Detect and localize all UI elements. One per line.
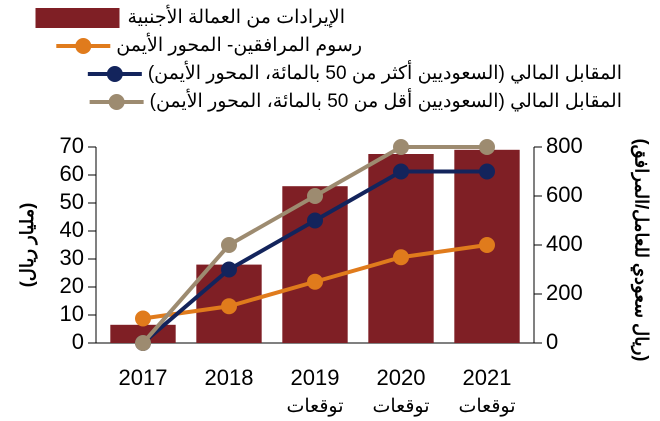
y2-tick-label: 0 <box>546 329 558 354</box>
x-tick-sublabel: توقعات <box>372 396 429 417</box>
y-tick-label: 30 <box>60 245 84 270</box>
point <box>221 237 237 253</box>
y-tick-label: 10 <box>60 301 84 326</box>
point <box>393 139 409 155</box>
y-tick-label: 40 <box>60 217 84 242</box>
legend-marker <box>106 66 123 82</box>
x-tick-label: 2017 <box>119 365 168 390</box>
legend-label: المقابل المالي (السعوديين أكثر من 50 بال… <box>148 59 622 84</box>
x-tick-sublabel: توقعات <box>458 396 515 417</box>
y2-tick-label: 400 <box>546 231 583 256</box>
point <box>393 249 409 266</box>
legend-swatch <box>35 8 120 28</box>
point <box>221 261 237 278</box>
y2-tick-label: 800 <box>546 133 583 158</box>
x-tick-sublabel: توقعات <box>286 396 343 417</box>
legend-marker <box>75 38 92 54</box>
legend-marker <box>108 94 125 110</box>
point <box>307 212 323 229</box>
point <box>479 237 495 253</box>
point <box>221 298 237 315</box>
point <box>135 335 151 351</box>
y2-tick-label: 600 <box>546 182 583 207</box>
x-tick-label: 2021 <box>463 365 512 390</box>
point <box>393 163 409 180</box>
x-tick-label: 2019 <box>291 365 340 390</box>
point <box>307 273 323 290</box>
point <box>135 310 151 327</box>
y2-tick-label: 200 <box>546 280 583 305</box>
point <box>479 139 495 155</box>
legend-label: رسوم المرافقين- المحور الأيمن <box>116 32 362 56</box>
x-tick-label: 2020 <box>377 365 426 390</box>
y2-axis-label: (ريال سعودي للعامل/المرافق) <box>630 139 651 362</box>
y-tick-label: 0 <box>72 329 84 354</box>
y-axis-label: (مليار ريال) <box>17 203 38 287</box>
y-tick-label: 50 <box>60 189 84 214</box>
y-tick-label: 70 <box>60 133 84 158</box>
x-tick-label: 2018 <box>205 365 254 390</box>
point <box>307 188 323 204</box>
y-tick-label: 20 <box>60 273 84 298</box>
y-tick-label: 60 <box>60 161 84 186</box>
legend-label: المقابل المالي (السعوديين أقل من 50 بالم… <box>150 87 622 112</box>
legend-label: الإيرادات من العمالة الأجنبية <box>128 4 346 28</box>
bar <box>282 186 348 343</box>
point <box>479 163 495 180</box>
